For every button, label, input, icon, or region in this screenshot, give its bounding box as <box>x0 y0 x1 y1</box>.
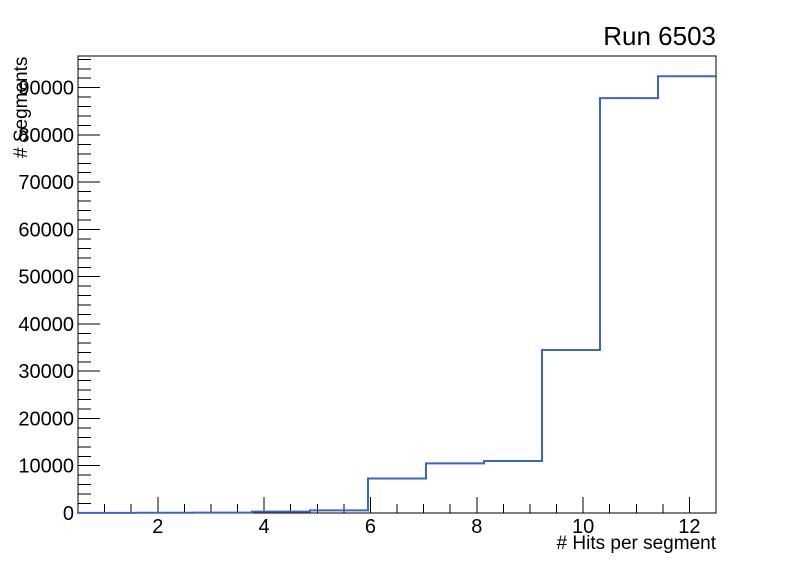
histogram-line <box>77 75 717 514</box>
y-tick-label: 60000 <box>18 219 74 241</box>
y-tick-label: 20000 <box>18 408 74 430</box>
y-tick-label: 30000 <box>18 361 74 383</box>
x-tick-label: 8 <box>471 516 482 538</box>
x-tick-label: 2 <box>152 516 163 538</box>
plot-frame <box>77 55 717 514</box>
y-tick-label: 90000 <box>18 78 74 100</box>
x-tick-label: 10 <box>572 516 594 538</box>
x-tick-label: 12 <box>678 516 700 538</box>
axis-ticks <box>78 58 690 514</box>
y-tick-label: 70000 <box>18 172 74 194</box>
plot-title: Run 6503 <box>603 21 716 51</box>
x-tick-label: 6 <box>365 516 376 538</box>
y-tick-label: 10000 <box>18 456 74 478</box>
plot-frame-group <box>77 55 717 514</box>
y-tick-label: 50000 <box>18 267 74 289</box>
series-group <box>77 75 717 514</box>
y-tick-label: 40000 <box>18 314 74 336</box>
y-tick-label: 0 <box>63 503 74 525</box>
x-tick-label: 4 <box>259 516 270 538</box>
x-axis-title: # Hits per segment <box>556 533 716 554</box>
y-axis-title: # Segments <box>11 56 32 158</box>
axis-tick-labels: 2 4 6 8 10 12 0 10000 20000 30000 40000 50000 60000 7… <box>18 78 700 538</box>
y-tick-label: 80000 <box>18 125 74 147</box>
